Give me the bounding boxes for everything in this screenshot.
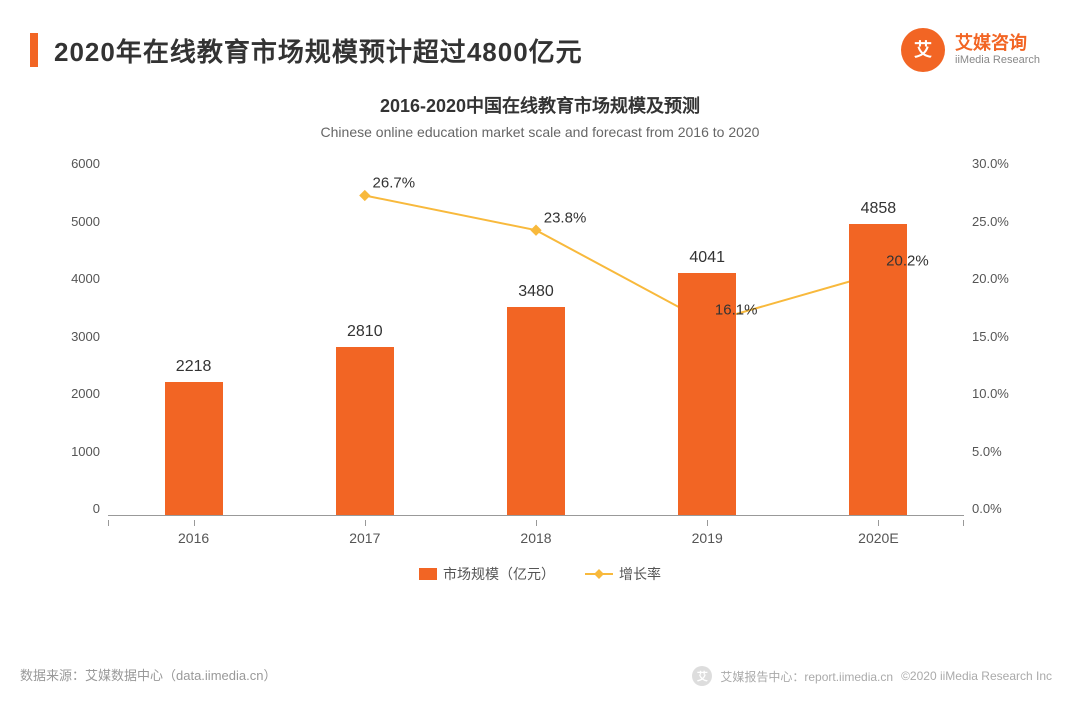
footer-right: 艾 艾媒报告中心：report.iimedia.cn ©2020 iiMedia… (692, 666, 1052, 686)
brand-logo-text: 艾媒咨询 iiMedia Research (955, 34, 1040, 66)
y-right-tick: 20.0% (972, 271, 1028, 286)
chart-title-cn: 2016-2020中国在线教育市场规模及预测 (60, 92, 1020, 118)
plot-inner: 2218 2810 3480 4041 4858 26.7% 23.8% 16.1% 20.2% (108, 156, 964, 516)
bar-value-label: 3480 (486, 283, 586, 301)
y-right-tick: 15.0% (972, 329, 1028, 344)
brand-logo: 艾 艾媒咨询 iiMedia Research (901, 28, 1040, 72)
y-left-tick: 4000 (52, 271, 100, 286)
line-marker (530, 225, 541, 236)
legend-bar-label: 市场规模（亿元） (443, 564, 555, 584)
growth-line (365, 195, 879, 322)
chart-title-en: Chinese online education market scale an… (60, 124, 1020, 140)
footer-copyright: ©2020 iiMedia Research Inc (901, 669, 1052, 683)
bar (507, 307, 565, 515)
line-value-label: 16.1% (715, 302, 758, 319)
footer-report-label: 艾媒报告中心：report.iimedia.cn (720, 668, 893, 685)
x-tick: 2017 (279, 520, 450, 556)
title-wrap: 2020年在线教育市场规模预计超过4800亿元 (30, 32, 583, 69)
legend-line-swatch (585, 568, 613, 580)
x-tick: 2020E (793, 520, 964, 556)
y-left-tick: 0 (52, 501, 100, 516)
x-tick: 2018 (450, 520, 621, 556)
line-value-label: 23.8% (544, 210, 587, 227)
bar-value-label: 2810 (315, 323, 415, 341)
chart-area: 2016-2020中国在线教育市场规模及预测 Chinese online ed… (60, 92, 1020, 622)
x-tick: 2019 (622, 520, 793, 556)
bar-value-label: 4858 (828, 200, 928, 218)
y-axis-left: 6000 5000 4000 3000 2000 1000 0 (52, 156, 100, 516)
footer-logo-icon: 艾 (692, 666, 712, 686)
y-left-tick: 5000 (52, 214, 100, 229)
y-right-tick: 0.0% (972, 501, 1028, 516)
legend-line-label: 增长率 (619, 564, 661, 584)
y-right-tick: 5.0% (972, 444, 1028, 459)
bar-value-label: 2218 (144, 358, 244, 376)
legend: 市场规模（亿元） 增长率 (60, 564, 1020, 584)
title-accent-bar (30, 33, 38, 67)
header: 2020年在线教育市场规模预计超过4800亿元 艾 艾媒咨询 iiMedia R… (0, 0, 1080, 82)
x-tick: 2016 (108, 520, 279, 556)
y-axis-right: 30.0% 25.0% 20.0% 15.0% 10.0% 5.0% 0.0% (972, 156, 1028, 516)
legend-item-line: 增长率 (585, 564, 661, 584)
legend-item-bar: 市场规模（亿元） (419, 564, 555, 584)
legend-bar-swatch (419, 568, 437, 580)
bar (165, 382, 223, 515)
brand-name-cn: 艾媒咨询 (955, 34, 1040, 54)
y-left-tick: 1000 (52, 444, 100, 459)
chart-plot: 6000500040003000200010000 30.0%25.0%20.0… (60, 156, 1020, 556)
brand-logo-icon: 艾 (901, 28, 945, 72)
footer-source: 数据来源：艾媒数据中心（data.iimedia.cn） (20, 665, 276, 684)
line-marker (359, 190, 370, 201)
line-value-label: 20.2% (886, 253, 929, 270)
bar-value-label: 4041 (657, 249, 757, 267)
y-left-tick: 6000 (52, 156, 100, 171)
y-right-tick: 30.0% (972, 156, 1028, 171)
x-axis: 20162017201820192020E (108, 520, 964, 556)
page-title: 2020年在线教育市场规模预计超过4800亿元 (54, 32, 583, 69)
y-left-tick: 2000 (52, 386, 100, 401)
brand-name-en: iiMedia Research (955, 54, 1040, 66)
svg-text:艾: 艾 (914, 39, 932, 60)
line-value-label: 26.7% (373, 175, 416, 192)
y-right-tick: 10.0% (972, 386, 1028, 401)
y-right-tick: 25.0% (972, 214, 1028, 229)
bar (336, 347, 394, 515)
y-left-tick: 3000 (52, 329, 100, 344)
